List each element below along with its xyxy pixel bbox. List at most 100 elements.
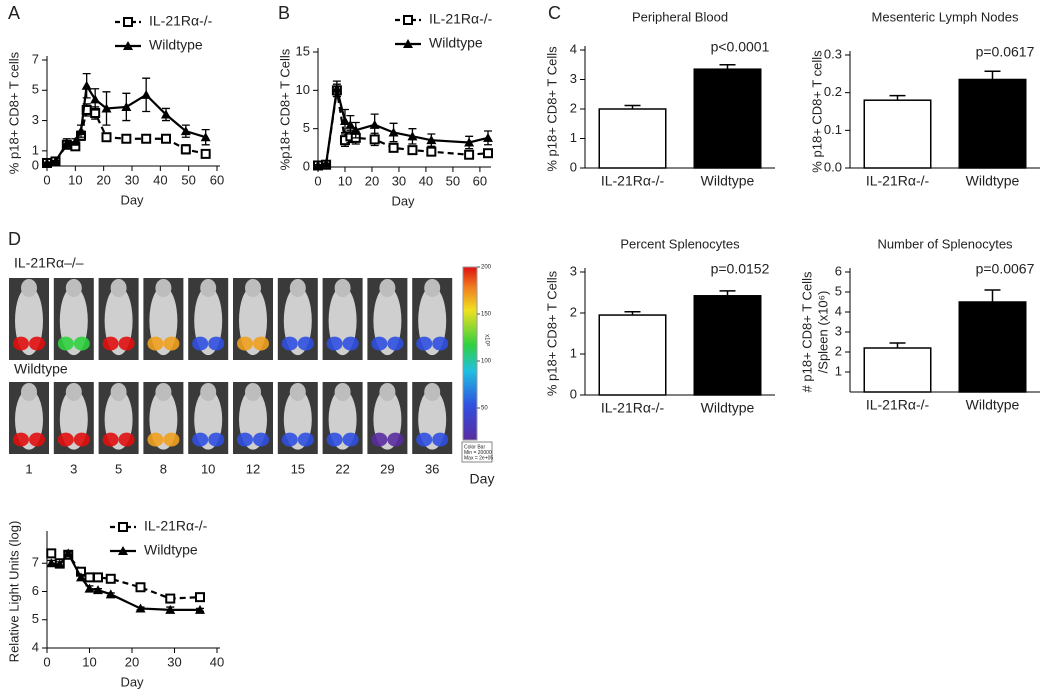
marker: [483, 148, 493, 159]
x-tick-label: 0: [43, 654, 50, 669]
chart-title: Peripheral Blood: [632, 9, 728, 24]
marker: [101, 132, 112, 143]
marker: [483, 132, 493, 142]
x-tick-label: 0: [43, 172, 50, 187]
marker: [345, 119, 356, 129]
x-tick-label: Wildtype: [966, 173, 1020, 189]
day-label: 10: [201, 461, 215, 476]
bar: [958, 301, 1027, 393]
legend-label: IL-21Rα-/-: [149, 13, 213, 29]
marker: [90, 94, 101, 104]
x-tick-label: 30: [392, 173, 406, 188]
marker: [76, 126, 86, 136]
signal: [253, 432, 269, 447]
marker: [195, 604, 205, 614]
series-line: [317, 88, 489, 167]
marker: [121, 133, 132, 144]
y-tick-label: 4: [32, 639, 39, 654]
marker: [161, 133, 171, 144]
signal: [326, 432, 343, 447]
marker: [339, 116, 350, 125]
bar: [598, 108, 667, 169]
y-axis-label: # p18+ CD8+ T Cells: [799, 271, 814, 392]
y-tick-label: 5: [303, 120, 310, 135]
bar: [598, 314, 667, 396]
y-tick-label: 10: [296, 82, 310, 97]
marker: [388, 142, 399, 153]
mouse-head: [424, 279, 441, 297]
day-label: 3: [70, 461, 77, 476]
legend-label: Wildtype: [144, 542, 198, 558]
signal: [208, 336, 225, 351]
signal: [57, 336, 74, 351]
y-axis-label: Relative Light Units (log): [6, 521, 21, 663]
day-label: 36: [425, 461, 439, 476]
panel-label: C: [548, 3, 561, 23]
signal: [147, 432, 164, 447]
row-label: Wildtype: [14, 361, 68, 377]
signal: [57, 432, 74, 447]
bar: [863, 99, 932, 169]
annotation: p<0.0001: [711, 39, 770, 55]
marker: [76, 572, 86, 582]
error-bar: [889, 94, 906, 101]
signal: [281, 432, 298, 447]
signal: [192, 432, 209, 447]
bar: [958, 78, 1027, 169]
x-tick-label: 10: [82, 654, 96, 669]
y-tick-label: 2: [835, 343, 842, 358]
y-tick-label: 0.1: [824, 122, 842, 137]
mouse-head: [334, 279, 351, 297]
x-tick-label: IL-21Rα-/-: [601, 173, 665, 189]
y-tick-label: 6: [835, 263, 842, 278]
y-tick-label: 7: [32, 51, 39, 66]
marker: [84, 583, 95, 593]
y-axis-label: % p18+ CD8+ T cells: [809, 50, 824, 173]
signal: [416, 336, 433, 351]
x-tick-label: 20: [96, 172, 110, 187]
marker: [84, 572, 95, 583]
signal: [29, 432, 45, 447]
signal: [326, 336, 343, 351]
signal: [342, 432, 359, 447]
marker: [407, 131, 418, 141]
x-tick-label: 40: [210, 654, 224, 669]
marker: [54, 559, 65, 569]
colorbar-text: Color Bar: [464, 444, 485, 450]
annotation: p=0.0152: [711, 261, 770, 277]
marker: [369, 134, 380, 145]
signal: [118, 432, 135, 447]
marker: [42, 157, 52, 167]
y-tick-label: 0.2: [824, 84, 842, 99]
x-axis-label: Day: [120, 192, 144, 207]
signal: [102, 336, 119, 351]
y-tick-label: 3: [570, 71, 577, 86]
mouse-head: [289, 383, 306, 401]
signal: [416, 432, 433, 447]
signal: [253, 336, 269, 351]
x-axis-label: Day: [391, 193, 415, 208]
bar: [863, 347, 932, 393]
day-label: 29: [380, 461, 394, 476]
legend-label: IL-21Rα-/-: [429, 11, 493, 27]
colorbar-text: Max = 2e+05: [464, 455, 493, 461]
y-tick-label: 5: [32, 611, 39, 626]
panel-label: B: [278, 3, 290, 23]
legend-label: Wildtype: [149, 37, 203, 53]
series-line: [51, 551, 200, 611]
error-bar: [984, 70, 1001, 80]
marker: [180, 144, 191, 155]
mouse-head: [155, 383, 172, 401]
panel-label: A: [8, 3, 20, 23]
day-label: 12: [246, 461, 260, 476]
y-tick-label: 2: [570, 304, 577, 319]
signal: [163, 336, 180, 351]
legend-label: Wildtype: [429, 35, 483, 51]
y-tick-label: 1: [32, 142, 39, 157]
mouse-head: [200, 279, 217, 297]
colorbar-tick-label: 200: [481, 265, 492, 271]
annotation: p=0.0067: [976, 261, 1035, 277]
panel-label: D: [8, 229, 21, 249]
marker: [135, 582, 146, 593]
day-label: 1: [25, 461, 32, 476]
